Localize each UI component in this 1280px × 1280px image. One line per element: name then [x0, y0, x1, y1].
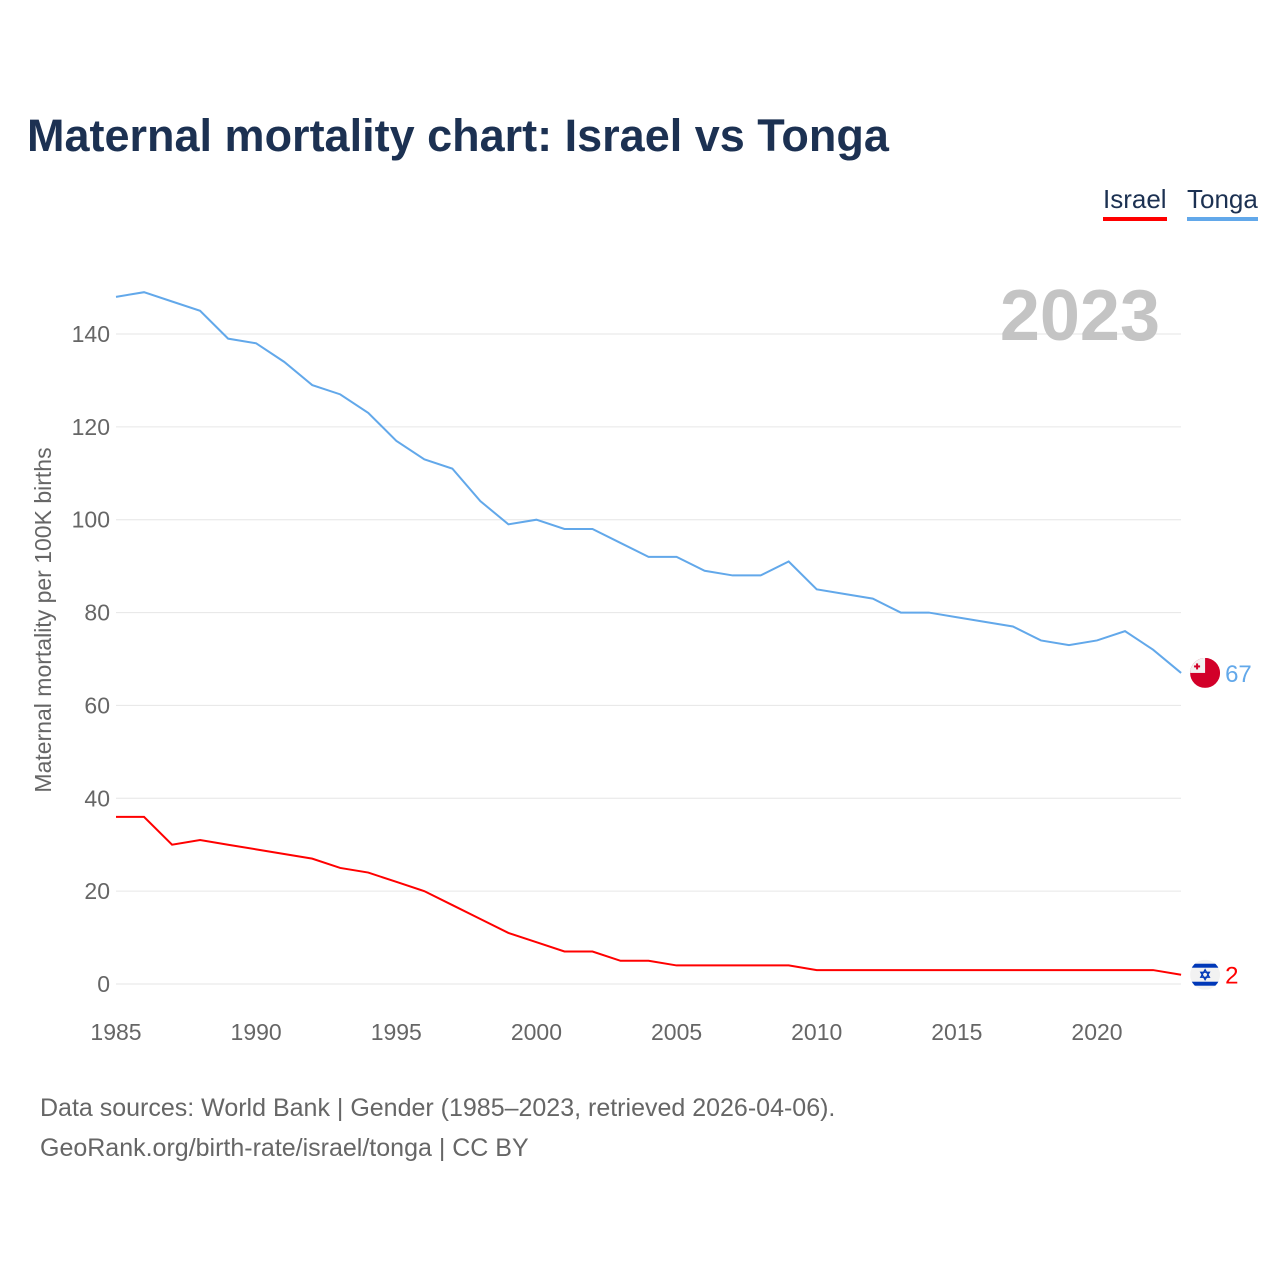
y-tick-label: 100	[72, 507, 110, 533]
x-tick-label: 1990	[231, 1019, 282, 1045]
x-tick-label: 1995	[371, 1019, 422, 1045]
end-label-israel: 2	[1225, 963, 1238, 990]
data-source-text: Data sources: World Bank | Gender (1985–…	[40, 1094, 836, 1122]
year-label: 2023	[1000, 276, 1160, 356]
y-tick-label: 80	[84, 600, 110, 626]
series-line-tonga	[115, 291, 1182, 674]
x-tick-label: 2015	[931, 1019, 982, 1045]
series-line-israel	[116, 815, 1182, 976]
y-tick-label: 120	[72, 414, 110, 440]
x-tick-label: 1985	[90, 1019, 141, 1045]
x-tick-label: 2010	[791, 1019, 842, 1045]
israel-flag-icon	[1190, 959, 1221, 990]
x-tick-label: 2005	[651, 1019, 702, 1045]
legend-tonga[interactable]: Tonga	[1187, 184, 1258, 221]
y-tick-label: 60	[84, 692, 110, 718]
x-tick-label: 2000	[511, 1019, 562, 1045]
legend-israel[interactable]: Israel	[1103, 184, 1167, 221]
y-tick-label: 0	[97, 971, 110, 997]
y-tick-label: 140	[72, 321, 110, 347]
y-tick-label: 20	[84, 878, 110, 904]
attribution-text: GeoRank.org/birth-rate/israel/tonga | CC…	[40, 1134, 529, 1162]
end-label-tonga: 67	[1225, 661, 1252, 688]
footer: Data sources: World Bank | Gender (1985–…	[40, 1088, 835, 1168]
chart-title: Maternal mortality chart: Israel vs Tong…	[27, 110, 889, 161]
y-tick-label: 40	[84, 785, 110, 811]
x-tick-label: 2020	[1071, 1019, 1122, 1045]
tonga-flag-icon	[1190, 657, 1221, 688]
y-axis-label: Maternal mortality per 100K births	[30, 447, 56, 792]
